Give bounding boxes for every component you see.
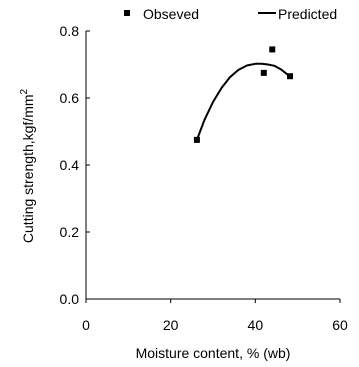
y-axis-title-text: Cutting strength,kgf/mm xyxy=(20,94,36,243)
legend: Obseved Predicted xyxy=(124,6,337,22)
y-axis-title: Cutting strength,kgf/mm2 xyxy=(19,88,36,243)
observed-point xyxy=(269,46,276,53)
plot-area: 0.0 0.2 0.4 0.6 0.8 0 20 40 60 xyxy=(60,23,348,333)
x-tick-label: 40 xyxy=(248,317,264,333)
observed-point xyxy=(287,73,294,80)
observed-point xyxy=(193,136,200,143)
observed-point xyxy=(260,69,267,76)
predicted-curve xyxy=(195,62,291,141)
y-tick-label: 0.8 xyxy=(60,23,80,39)
y-tick-label: 0.4 xyxy=(60,157,80,173)
x-tick-label: 20 xyxy=(163,317,179,333)
x-tick-label: 0 xyxy=(82,317,90,333)
legend-label-observed: Obseved xyxy=(143,6,199,22)
x-tick-label: 60 xyxy=(332,317,348,333)
y-axis-title-superscript: 2 xyxy=(19,88,30,94)
legend-marker-observed xyxy=(124,10,130,16)
y-tick-label: 0.0 xyxy=(60,291,80,307)
legend-label-predicted: Predicted xyxy=(278,6,337,22)
x-axis-title: Moisture content, % (wb) xyxy=(136,345,291,361)
y-tick-label: 0.2 xyxy=(60,224,80,240)
y-tick-label: 0.6 xyxy=(60,90,80,106)
